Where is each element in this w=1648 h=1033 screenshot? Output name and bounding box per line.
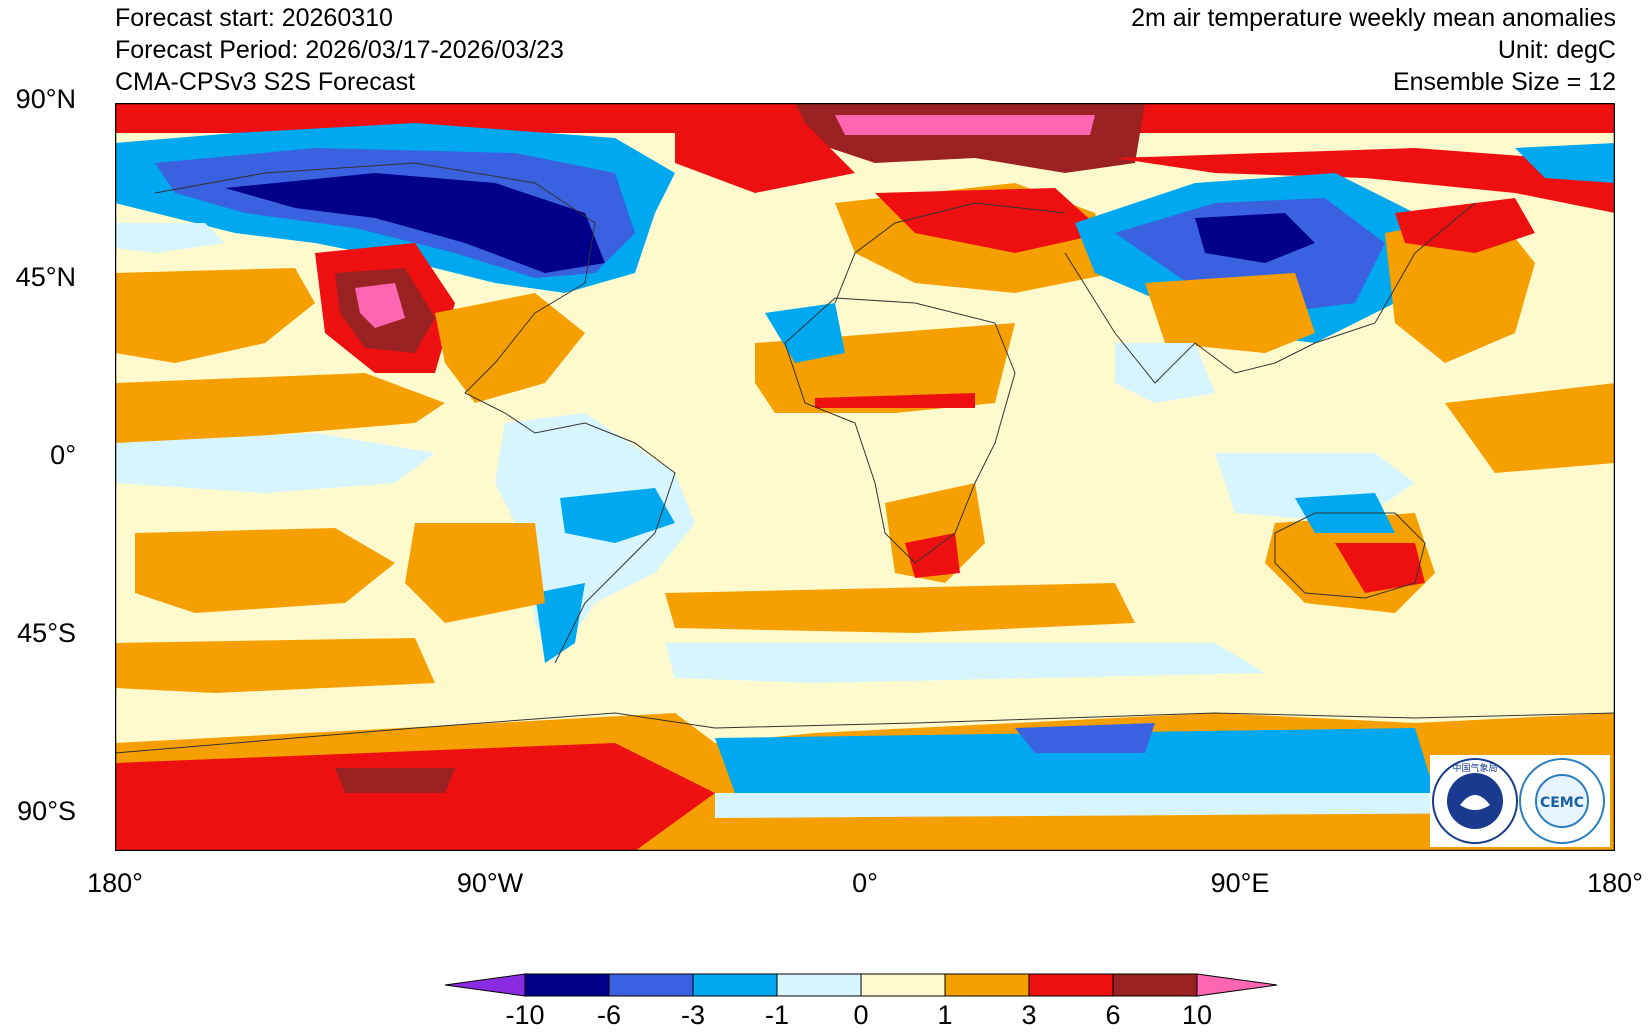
header-right: 2m air temperature weekly mean anomalies… [1131, 2, 1616, 98]
ensemble-size: Ensemble Size = 12 [1392, 68, 1616, 96]
us-east-warm [435, 293, 585, 403]
antarctic-interior-cool [715, 793, 1515, 818]
colorbar-cell [776, 973, 862, 997]
argentina-cold [535, 583, 585, 663]
colorbar-cell [1028, 973, 1114, 997]
west-africa-cold [765, 303, 845, 363]
colorbar-cell [692, 973, 778, 997]
lon-label-180w: 180° [87, 868, 143, 898]
west-pacific-warm [1445, 383, 1615, 473]
colorbar-cell [524, 973, 610, 997]
cma-logo: 中国气象局 [1432, 758, 1518, 844]
lat-label-0: 0° [50, 440, 76, 470]
west-antarctic-warm [115, 743, 715, 851]
southern-ocean-cool [665, 643, 1265, 683]
lon-label-180e: 180° [1587, 868, 1643, 898]
cma-logo-text: 中国气象局 [1452, 762, 1497, 774]
cemc-logo-text: CEMC [1540, 795, 1584, 811]
south-pacific-warm [135, 528, 395, 613]
sahel-very-warm [815, 393, 975, 408]
colorbar-label: -6 [596, 1000, 622, 1030]
lon-label-0: 0° [852, 868, 878, 898]
mongolia-very-cold [1195, 213, 1315, 263]
colorbar-label: 3 [1021, 1000, 1037, 1030]
lon-label-90e: 90°E [1210, 868, 1270, 898]
west-antarctic-very-warm [335, 768, 455, 793]
colorbar-label: -10 [505, 1000, 545, 1030]
north-pacific-warm [115, 268, 315, 363]
lat-label-90s: 90°S [17, 796, 76, 826]
east-asia-very-warm [1395, 198, 1535, 253]
unit-label: Unit: degC [1497, 36, 1616, 64]
colorbar-label: 10 [1181, 1000, 1213, 1030]
subtropical-pacific-warm [115, 373, 445, 443]
greenland-warm [675, 123, 855, 193]
south-africa-very-warm [905, 533, 960, 578]
lat-label-90n: 90°N [15, 84, 76, 114]
colorbar-cell-max [1196, 973, 1278, 997]
australia-very-warm [1335, 543, 1425, 593]
canada-very-cold [225, 173, 605, 273]
colorbar-cell [860, 973, 946, 997]
colorbar [445, 973, 1278, 997]
lat-label-45n: 45°N [15, 262, 76, 292]
anomaly-map [115, 103, 1615, 851]
colorbar-cell [944, 973, 1030, 997]
colorbar-label: 6 [1105, 1000, 1121, 1030]
colorbar-label: 0 [853, 1000, 869, 1030]
brazil-cold [560, 488, 675, 543]
bering-cold [1515, 143, 1615, 183]
alaska-cool [115, 223, 225, 253]
tibet-warm [1145, 273, 1315, 353]
lon-label-90w: 90°W [456, 868, 524, 898]
logos: 中国气象局 CEMC [1430, 755, 1610, 847]
siberia-warm [1115, 148, 1615, 213]
lat-label-45s: 45°S [17, 618, 76, 648]
colorbar-label: -1 [764, 1000, 790, 1030]
east-antarctic-cold [715, 728, 1435, 803]
forecast-start: Forecast start: 20260310 [115, 4, 393, 32]
model-name: CMA-CPSv3 S2S Forecast [115, 68, 416, 96]
east-asia-warm [1385, 213, 1535, 363]
colorbar-cell [1112, 973, 1198, 997]
southern-pacific-warm [115, 638, 435, 693]
colorbar-cell-min [445, 973, 526, 997]
variable-title: 2m air temperature weekly mean anomalies [1131, 4, 1616, 32]
southern-ocean-warm [665, 583, 1135, 633]
coastlines [115, 162, 1615, 754]
arctic-extreme-warm [835, 115, 1095, 135]
colorbar-label: 1 [937, 1000, 953, 1030]
europe-very-warm [875, 188, 1105, 253]
colorbar-cell [608, 973, 694, 997]
equatorial-pacific-cool [115, 433, 435, 493]
cemc-logo: CEMC [1519, 758, 1605, 844]
east-antarctic-very-cold [1015, 723, 1155, 753]
header-left: Forecast start: 20260310 Forecast Period… [115, 2, 564, 98]
map-frame [115, 103, 1615, 851]
southeast-pacific-warm [405, 523, 545, 623]
forecast-period: Forecast Period: 2026/03/17-2026/03/23 [115, 36, 564, 64]
us-southwest-extreme [355, 283, 405, 328]
colorbar-label: -3 [680, 1000, 706, 1030]
